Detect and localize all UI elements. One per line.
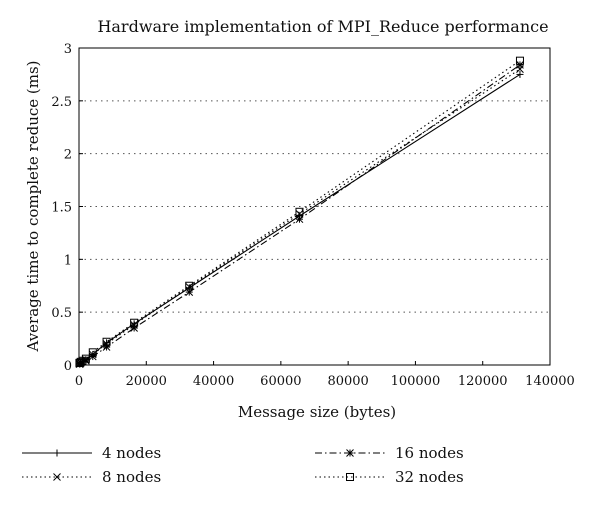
y-tick-label: 3 bbox=[64, 42, 72, 57]
data-point bbox=[130, 324, 138, 332]
data-point bbox=[185, 288, 194, 296]
data-point bbox=[75, 358, 84, 367]
x-tick-label: 140000 bbox=[525, 374, 575, 389]
x-tick-label: 20000 bbox=[126, 374, 167, 389]
data-point bbox=[102, 337, 111, 346]
legend-marker bbox=[53, 473, 61, 481]
series-line bbox=[79, 60, 521, 364]
data-point bbox=[88, 348, 97, 357]
legend-label: 4 nodes bbox=[102, 444, 161, 462]
data-point bbox=[130, 318, 139, 327]
chart-title: Hardware implementation of MPI_Reduce pe… bbox=[97, 17, 548, 36]
x-axis-label: Message size (bytes) bbox=[238, 403, 396, 421]
legend-marker bbox=[346, 473, 354, 481]
y-tick-label: 1.5 bbox=[51, 201, 72, 216]
data-point bbox=[516, 70, 524, 78]
legend-marker bbox=[346, 449, 354, 457]
legend-marker bbox=[53, 449, 61, 457]
x-tick-label: 60000 bbox=[260, 374, 301, 389]
x-tick-label: 100000 bbox=[391, 374, 441, 389]
legend-label: 32 nodes bbox=[395, 468, 464, 486]
data-point bbox=[295, 215, 304, 224]
x-tick-label: 0 bbox=[75, 374, 83, 389]
legend: 4 nodes 8 nodes 16 nodes 32 nodes bbox=[22, 444, 464, 486]
y-tick-label: 0.5 bbox=[51, 306, 72, 321]
series-32-nodes bbox=[75, 56, 524, 367]
axis-ticks: 0 20000 40000 60000 80000 100000 120000 140000 0… bbox=[51, 42, 575, 389]
x-tick-label: 120000 bbox=[458, 374, 508, 389]
legend-item: 4 nodes bbox=[22, 444, 161, 462]
y-tick-label: 2.5 bbox=[51, 95, 72, 110]
data-point bbox=[102, 343, 111, 351]
legend-item: 16 nodes bbox=[315, 444, 464, 462]
y-tick-label: 2 bbox=[64, 148, 72, 163]
data-point bbox=[81, 354, 90, 363]
x-tick-label: 80000 bbox=[327, 374, 368, 389]
legend-item: 32 nodes bbox=[315, 468, 464, 486]
legend-label: 16 nodes bbox=[395, 444, 464, 462]
data-point bbox=[515, 56, 524, 65]
y-tick-label: 0 bbox=[64, 359, 72, 374]
y-axis-label: Average time to complete reduce (ms) bbox=[24, 60, 42, 352]
y-tick-label: 1 bbox=[64, 253, 72, 268]
series-layer bbox=[75, 56, 524, 368]
data-point bbox=[295, 207, 304, 216]
legend-label: 8 nodes bbox=[102, 468, 161, 486]
x-tick-label: 40000 bbox=[193, 374, 234, 389]
legend-item: 8 nodes bbox=[22, 468, 161, 486]
data-point bbox=[185, 281, 194, 290]
